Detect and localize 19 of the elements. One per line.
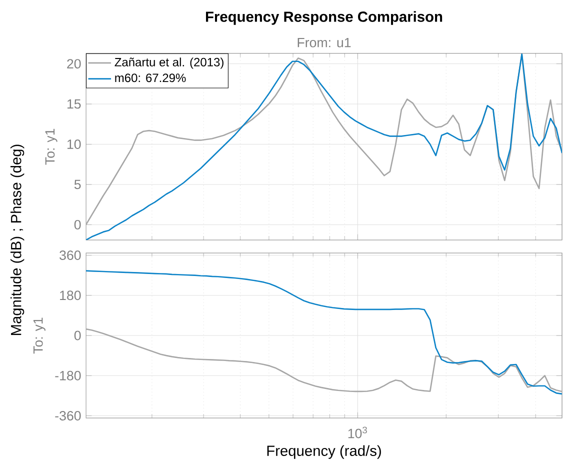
y-tick-label: 180: [60, 290, 81, 300]
x-axis-title: Frequency (rad/s): [267, 445, 381, 459]
y-tick-label: 20: [67, 59, 81, 69]
y-axis-title: To: y1: [45, 128, 58, 165]
y-tick-label: 0: [74, 330, 81, 340]
y-tick-label: 360: [60, 250, 81, 260]
legend-label: Zañartu et al. (2013): [114, 58, 224, 69]
chart-subtitle: From: u1: [298, 38, 351, 48]
text: Magnitude (dB) ; Phase (deg): [10, 144, 24, 335]
y-tick-label: -180: [55, 370, 81, 380]
y-axis-title: To: y1: [34, 318, 46, 354]
y-tick-label: 0: [74, 220, 81, 230]
y-tick-label: 15: [67, 99, 81, 109]
y-tick-label: -360: [55, 411, 81, 420]
chart-title: Frequency Response Comparison: [206, 11, 442, 25]
legend-label: m60: 67.29%: [115, 74, 186, 82]
y-tick-label: 10: [67, 140, 81, 149]
y-tick-label: 5: [74, 180, 81, 190]
text: 10$^{3}$: [348, 426, 367, 438]
